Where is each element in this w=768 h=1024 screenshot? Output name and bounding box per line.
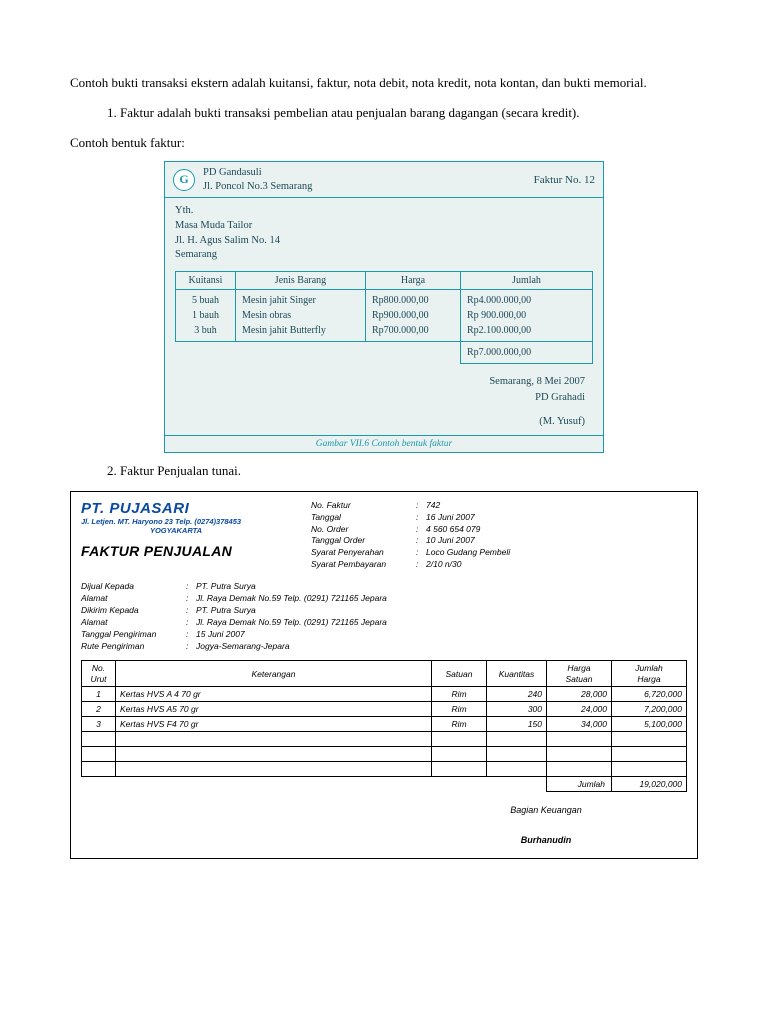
- total-value: 19,020,000: [612, 776, 687, 791]
- buyer-lbl: Rute Pengiriman: [81, 641, 186, 653]
- faktur2-table: No. Urut Keterangan Satuan Kuantitas Har…: [81, 660, 687, 791]
- logo-icon: G: [173, 169, 195, 191]
- buyer-val: PT. Putra Surya: [196, 581, 256, 593]
- meta-val: 742: [426, 500, 440, 512]
- faktur2-title: FAKTUR PENJUALAN: [81, 543, 311, 559]
- recipient-block: Yth. Masa Muda Tailor Jl. H. Agus Salim …: [165, 198, 603, 271]
- company-name-2: PT. PUJASARI: [81, 500, 311, 517]
- th-no: No. Urut: [82, 661, 116, 686]
- sub-label-1: Contoh bentuk faktur:: [70, 135, 698, 151]
- sign-name-2: Burhanudin: [461, 832, 631, 848]
- meta-val: Loco Gudang Pembeli: [426, 547, 510, 559]
- faktur1-caption: Gambar VII.6 Contoh bentuk faktur: [165, 435, 603, 452]
- intro-paragraph: Contoh bukti transaksi ekstern adalah ku…: [70, 73, 698, 93]
- table-row-empty: [82, 746, 687, 761]
- buyer-lbl: Tanggal Pengiriman: [81, 629, 186, 641]
- faktur1: G PD Gandasuli Jl. Poncol No.3 Semarang …: [164, 161, 604, 453]
- faktur2: PT. PUJASARI Jl. Letjen. MT. Haryono 23 …: [70, 491, 698, 859]
- th-satuan: Satuan: [432, 661, 487, 686]
- sign-name: (M. Yusuf): [183, 414, 585, 430]
- faktur2-signature: Bagian Keuangan Burhanudin: [461, 802, 631, 848]
- th-jenis: Jenis Barang: [236, 272, 366, 290]
- meta-lbl: No. Order: [311, 524, 416, 536]
- th-kuantitas: Kuantitas: [487, 661, 547, 686]
- meta-val: 2/10 n/30: [426, 559, 461, 571]
- numbered-list: Faktur adalah bukti transaksi pembelian …: [70, 103, 698, 123]
- company-addr-2: Jl. Letjen. MT. Haryono 23 Telp. (0274)3…: [81, 517, 311, 526]
- list-item-2: Faktur Penjualan tunai.: [120, 461, 698, 481]
- meta-val: 4 560 654 079: [426, 524, 480, 536]
- table-row: 3 Kertas HVS F4 70 gr Rim 150 34,000 5,1…: [82, 716, 687, 731]
- list-item-1: Faktur adalah bukti transaksi pembelian …: [120, 103, 698, 123]
- cell-prices: Rp800.000,00 Rp900.000,00 Rp700.000,00: [366, 290, 461, 342]
- cell-qty: 5 buah 1 bauh 3 buh: [176, 290, 236, 342]
- table-row: 1 Kertas HVS A 4 70 gr Rim 240 28,000 6,…: [82, 686, 687, 701]
- buyer-lbl: Dijual Kepada: [81, 581, 186, 593]
- meta-lbl: Tanggal Order: [311, 535, 416, 547]
- table-row-empty: [82, 761, 687, 776]
- recipient-city: Semarang: [175, 248, 593, 263]
- cell-totals: Rp4.000.000,00 Rp 900.000,00 Rp2.100.000…: [461, 290, 593, 342]
- meta-lbl: Syarat Penyerahan: [311, 547, 416, 559]
- faktur2-meta: No. Faktur:742 Tanggal:16 Juni 2007 No. …: [311, 500, 687, 571]
- total-label: Jumlah: [547, 776, 612, 791]
- yth-label: Yth.: [175, 204, 593, 219]
- meta-lbl: No. Faktur: [311, 500, 416, 512]
- buyer-val: PT. Putra Surya: [196, 605, 256, 617]
- company-block: PD Gandasuli Jl. Poncol No.3 Semarang: [203, 166, 534, 193]
- sign-company: PD Grahadi: [183, 390, 585, 406]
- buyer-lbl: Alamat: [81, 617, 186, 629]
- meta-lbl: Tanggal: [311, 512, 416, 524]
- th-jumlah-harga: Jumlah Harga: [612, 661, 687, 686]
- th-keterangan: Keterangan: [116, 661, 432, 686]
- company-address: Jl. Poncol No.3 Semarang: [203, 180, 534, 194]
- company-name: PD Gandasuli: [203, 166, 534, 180]
- th-kuitansi: Kuitansi: [176, 272, 236, 290]
- numbered-list-2: Faktur Penjualan tunai.: [70, 461, 698, 481]
- th-jumlah: Jumlah: [461, 272, 593, 290]
- buyer-val: Jogya-Semarang-Jepara: [196, 641, 290, 653]
- cell-grand-total: Rp7.000.000,00: [461, 342, 593, 364]
- faktur1-table: Kuitansi Jenis Barang Harga Jumlah 5 bua…: [175, 271, 593, 364]
- buyer-lbl: Alamat: [81, 593, 186, 605]
- buyer-lbl: Dikirim Kepada: [81, 605, 186, 617]
- faktur-number: Faktur No. 12: [534, 174, 595, 186]
- faktur2-company-block: PT. PUJASARI Jl. Letjen. MT. Haryono 23 …: [81, 500, 311, 571]
- meta-val: 10 Juni 2007: [426, 535, 475, 547]
- faktur1-container: G PD Gandasuli Jl. Poncol No.3 Semarang …: [70, 161, 698, 453]
- buyer-val: Jl. Raya Demak No.59 Telp. (0291) 721165…: [196, 593, 387, 605]
- cell-items: Mesin jahit Singer Mesin obras Mesin jah…: [236, 290, 366, 342]
- faktur2-buyer: Dijual Kepada:PT. Putra Surya Alamat:Jl.…: [81, 581, 687, 652]
- table-row: 2 Kertas HVS A5 70 gr Rim 300 24,000 7,2…: [82, 701, 687, 716]
- sign-dept: Bagian Keuangan: [461, 802, 631, 818]
- faktur1-header: G PD Gandasuli Jl. Poncol No.3 Semarang …: [165, 162, 603, 198]
- th-harga-satuan: Harga Satuan: [547, 661, 612, 686]
- table-row-total: Jumlah 19,020,000: [82, 776, 687, 791]
- company-city-2: YOGYAKARTA: [81, 526, 271, 535]
- recipient-name: Masa Muda Tailor: [175, 219, 593, 234]
- sign-place-date: Semarang, 8 Mei 2007: [183, 374, 585, 390]
- buyer-val: Jl. Raya Demak No.59 Telp. (0291) 721165…: [196, 617, 387, 629]
- recipient-address: Jl. H. Agus Salim No. 14: [175, 234, 593, 249]
- faktur2-top: PT. PUJASARI Jl. Letjen. MT. Haryono 23 …: [81, 500, 687, 571]
- th-harga: Harga: [366, 272, 461, 290]
- meta-val: 16 Juni 2007: [426, 512, 475, 524]
- faktur1-signature: Semarang, 8 Mei 2007 PD Grahadi (M. Yusu…: [165, 370, 603, 435]
- buyer-val: 15 Juni 2007: [196, 629, 245, 641]
- table-row-empty: [82, 731, 687, 746]
- meta-lbl: Syarat Pembayaran: [311, 559, 416, 571]
